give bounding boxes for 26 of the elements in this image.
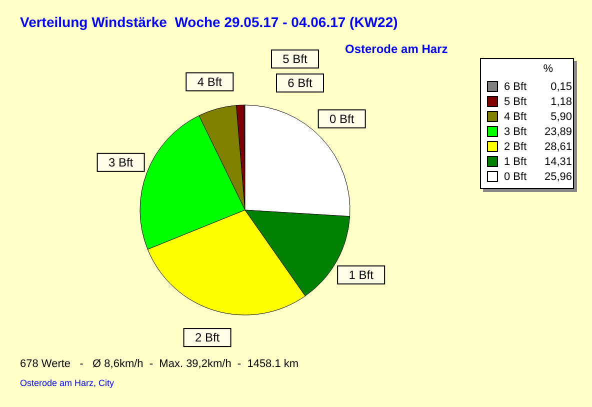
slice-label: 0 Bft — [329, 112, 355, 126]
data-label: 28,61 — [543, 140, 572, 152]
legend-label: 3 Bft — [504, 126, 528, 138]
category-label: 6 Bft — [288, 76, 312, 90]
legend-title: % — [542, 63, 554, 77]
data-label: 14,31 — [543, 156, 572, 168]
legend-label: 5 Bft — [504, 96, 528, 108]
data-label: 5,90 — [550, 110, 572, 122]
text: 678 Werte - Ø 8,6km/h - Max. 39,2km/h - 1458.1 km — [20, 358, 299, 370]
legend-label: 6 Bft — [504, 80, 528, 92]
chart-subtitle: Osterode am Harz — [345, 42, 448, 56]
legend-label: 1 Bft — [504, 156, 528, 168]
slice-label: 1 Bft — [348, 268, 374, 282]
data-label: 25,96 — [543, 170, 572, 182]
slice-label: 2 Bft — [194, 330, 220, 345]
slice-label: 4 Bft — [197, 74, 223, 89]
data-label: 23,89 — [543, 126, 572, 138]
text: Osterode am Harz, City — [20, 378, 114, 388]
data-label: 1,18 — [550, 96, 572, 108]
slice-label: 3 Bft — [108, 155, 134, 170]
chart-title: Verteilung Windstärke Woche 29.05.17 - 04.06.17 (KW22) — [20, 14, 398, 30]
category-label: 5 Bft — [282, 52, 308, 66]
legend-label: 2 Bft — [504, 140, 528, 152]
data-label: 0,15 — [550, 80, 572, 92]
legend-label: 0 Bft — [504, 170, 528, 182]
legend-label: 4 Bft — [504, 110, 528, 122]
